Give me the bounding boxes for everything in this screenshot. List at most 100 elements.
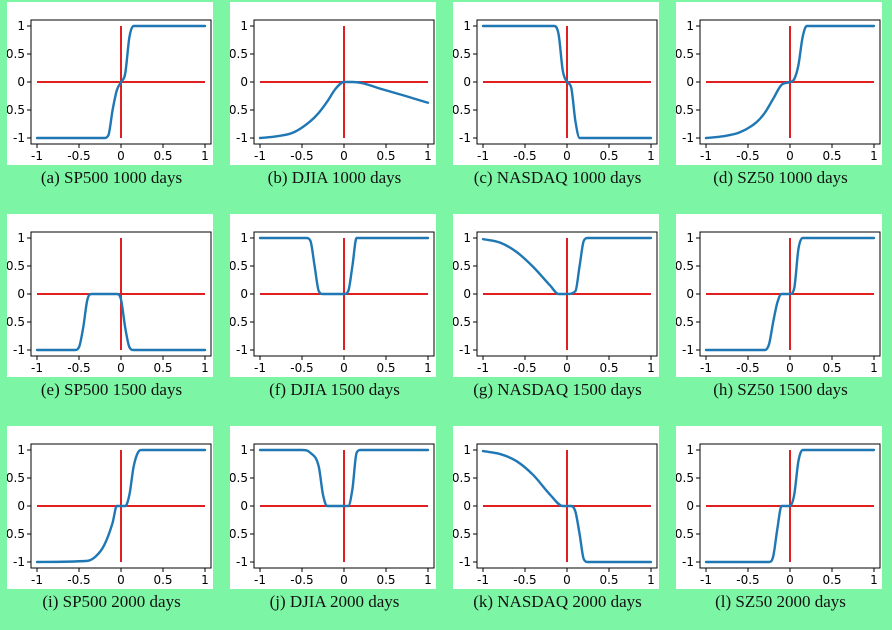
x-tick-label: 1 xyxy=(647,573,655,587)
y-tick-label: -1 xyxy=(459,555,471,569)
y-tick-label: 0.5 xyxy=(7,103,25,117)
chart-panel: -1 -0.5 0 0.5 1 1 0.5 0 0.5 -1 xyxy=(453,426,659,589)
chart-svg: -1 -0.5 0 0.5 1 1 0.5 0 0.5 -1 xyxy=(676,19,881,163)
x-tick-label: 0.5 xyxy=(376,149,395,163)
chart-caption: (g) NASDAQ 1500 days xyxy=(473,380,642,399)
x-tick-label: 1 xyxy=(424,573,432,587)
x-tick-label: -0.5 xyxy=(67,149,90,163)
y-tick-label: 0.5 xyxy=(453,527,471,541)
x-tick-label: 0 xyxy=(117,361,125,375)
chart-cell-3: -1 -0.5 0 0.5 1 1 0.5 0 0.5 -1 (d) SZ50 1000 days xyxy=(669,0,892,206)
chart-caption: (a) SP500 1000 days xyxy=(40,168,183,187)
x-tick-label: 0 xyxy=(786,149,794,163)
x-tick-label: -1 xyxy=(700,573,712,587)
chart-caption: (l) SZ50 2000 days xyxy=(715,592,846,611)
y-tick-label: -1 xyxy=(682,343,694,357)
series-line xyxy=(35,292,207,352)
x-tick-label: 1 xyxy=(201,149,209,163)
y-tick-label: 0.5 xyxy=(676,47,694,61)
y-tick-label: 0 xyxy=(240,499,248,513)
series-line xyxy=(258,80,430,140)
x-tick-label: 0 xyxy=(786,573,794,587)
x-tick-label: -0.5 xyxy=(513,361,536,375)
series-line xyxy=(481,449,653,564)
x-tick-label: 0 xyxy=(117,149,125,163)
x-tick-label: -0.5 xyxy=(67,573,90,587)
chart-caption: (b) DJIA 1000 days xyxy=(267,168,402,187)
y-tick-label: 0.5 xyxy=(676,471,694,485)
x-tick-label: 0 xyxy=(340,361,348,375)
series-line xyxy=(258,236,430,296)
y-tick-label: -1 xyxy=(13,555,25,569)
x-tick-label: -1 xyxy=(477,149,489,163)
chart-cell-6: -1 -0.5 0 0.5 1 1 0.5 0 0.5 -1 (g) NASDAQ 1500 day… xyxy=(446,212,669,418)
y-tick-label: 0.5 xyxy=(230,527,248,541)
chart-caption: (e) SP500 1500 days xyxy=(40,380,183,399)
series-line xyxy=(481,236,653,296)
x-tick-label: -1 xyxy=(31,361,43,375)
chart-svg: -1 -0.5 0 0.5 1 1 0.5 0 0.5 -1 xyxy=(676,231,881,375)
chart-svg: -1 -0.5 0 0.5 1 1 0.5 0 0.5 -1 xyxy=(230,443,435,587)
x-tick-label: 0.5 xyxy=(153,573,172,587)
y-tick-label: 0.5 xyxy=(453,315,471,329)
x-tick-label: -0.5 xyxy=(513,149,536,163)
x-tick-label: -0.5 xyxy=(290,573,313,587)
x-tick-label: 0 xyxy=(563,361,571,375)
y-tick-label: 0.5 xyxy=(7,471,25,485)
y-tick-label: -1 xyxy=(236,131,248,145)
x-tick-label: -1 xyxy=(254,573,266,587)
chart-cell-2: -1 -0.5 0 0.5 1 1 0.5 0 0.5 -1 (c) NASDAQ 1000 day… xyxy=(446,0,669,206)
y-tick-label: 0 xyxy=(17,499,25,513)
x-tick-label: 0.5 xyxy=(376,573,395,587)
chart-cell-9: -1 -0.5 0 0.5 1 1 0.5 0 0.5 -1 (j) DJIA 2000 days xyxy=(223,424,446,630)
x-tick-label: 0.5 xyxy=(599,149,618,163)
x-tick-label: -1 xyxy=(700,149,712,163)
x-tick-label: 1 xyxy=(424,361,432,375)
x-tick-label: 0.5 xyxy=(599,361,618,375)
y-tick-label: 0.5 xyxy=(453,103,471,117)
y-tick-label: 0.5 xyxy=(230,47,248,61)
chart-svg: -1 -0.5 0 0.5 1 1 0.5 0 0.5 -1 xyxy=(453,19,658,163)
x-tick-label: 0 xyxy=(117,573,125,587)
x-tick-label: 1 xyxy=(424,149,432,163)
y-tick-label: 0 xyxy=(17,287,25,301)
y-tick-label: 1 xyxy=(17,231,25,245)
series-line xyxy=(704,236,876,352)
y-tick-label: 0.5 xyxy=(676,315,694,329)
y-tick-label: 0.5 xyxy=(7,315,25,329)
y-tick-label: 0.5 xyxy=(453,259,471,273)
y-tick-label: 0 xyxy=(463,75,471,89)
x-tick-label: -1 xyxy=(254,149,266,163)
x-tick-label: -1 xyxy=(254,361,266,375)
x-tick-label: 1 xyxy=(870,361,878,375)
x-tick-label: -1 xyxy=(477,573,489,587)
y-tick-label: 1 xyxy=(463,19,471,33)
series-line xyxy=(35,448,207,564)
x-tick-label: 1 xyxy=(870,149,878,163)
y-tick-label: 1 xyxy=(463,443,471,457)
chart-panel: -1 -0.5 0 0.5 1 1 0.5 0 0.5 -1 xyxy=(230,214,436,377)
series-line xyxy=(704,24,876,140)
chart-svg: -1 -0.5 0 0.5 1 1 0.5 0 0.5 -1 xyxy=(7,231,212,375)
x-tick-label: 0.5 xyxy=(153,361,172,375)
chart-panel: -1 -0.5 0 0.5 1 1 0.5 0 0.5 -1 xyxy=(7,426,213,589)
x-tick-label: -0.5 xyxy=(290,361,313,375)
x-tick-label: 0 xyxy=(786,361,794,375)
y-tick-label: 0.5 xyxy=(7,47,25,61)
y-tick-label: -1 xyxy=(459,343,471,357)
y-tick-label: 1 xyxy=(240,443,248,457)
y-tick-label: 0.5 xyxy=(230,259,248,273)
y-tick-label: 1 xyxy=(17,19,25,33)
x-tick-label: 1 xyxy=(201,573,209,587)
y-tick-label: -1 xyxy=(13,131,25,145)
chart-panel: -1 -0.5 0 0.5 1 1 0.5 0 0.5 -1 xyxy=(676,214,882,377)
x-tick-label: 0.5 xyxy=(153,149,172,163)
x-tick-label: 0 xyxy=(563,573,571,587)
y-tick-label: 0.5 xyxy=(453,47,471,61)
x-tick-label: -1 xyxy=(31,573,43,587)
chart-svg: -1 -0.5 0 0.5 1 1 0.5 0 0.5 -1 xyxy=(676,443,881,587)
x-tick-label: 0 xyxy=(563,149,571,163)
x-tick-label: 1 xyxy=(647,361,655,375)
y-tick-label: 0 xyxy=(686,75,694,89)
